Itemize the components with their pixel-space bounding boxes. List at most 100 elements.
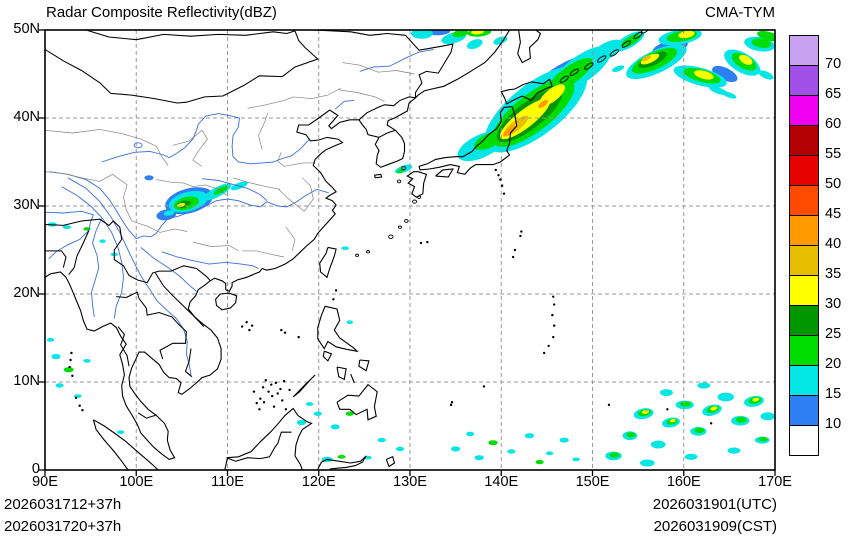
island-dot	[519, 234, 522, 238]
island-dot	[607, 403, 611, 407]
radar-echo	[535, 459, 544, 465]
radar-echo	[572, 457, 580, 462]
model-name: CMA-TYM	[705, 4, 775, 21]
island-dot	[551, 313, 554, 317]
radar-echo	[739, 54, 753, 65]
island-dot	[71, 374, 74, 378]
island-dot	[258, 408, 261, 411]
radar-echo	[640, 459, 655, 467]
radar-echo	[330, 424, 340, 430]
small-island-outline	[640, 30, 651, 34]
radar-echo	[694, 70, 714, 80]
radar-echo	[641, 55, 651, 62]
radar-echo	[589, 39, 623, 63]
radar-echo	[758, 70, 774, 80]
small-island-outline	[396, 179, 402, 184]
y-tick-label: 40N	[13, 109, 40, 125]
colorbar-tick-label: 55	[825, 146, 842, 162]
axis-ticks	[39, 29, 776, 476]
radar-echo	[684, 453, 698, 460]
radar-echo	[51, 353, 61, 360]
base-map	[45, 30, 713, 470]
colorbar-swatch	[789, 305, 819, 336]
colorbar-tick-label: 35	[825, 266, 842, 282]
colorbar-tick-label: 20	[825, 356, 842, 372]
x-tick-label: 110E	[211, 474, 244, 490]
radar-echo	[83, 359, 91, 363]
island-dot	[520, 230, 523, 233]
radar-echo	[55, 383, 64, 388]
radar-echo	[296, 419, 306, 426]
island-dot	[245, 320, 248, 324]
radar-echo	[474, 131, 503, 151]
island-dot	[281, 399, 284, 402]
radar-echo	[722, 91, 737, 99]
colorbar-swatch	[789, 335, 819, 366]
island-dot	[81, 408, 84, 412]
island-dot	[552, 335, 555, 339]
radar-echo	[62, 225, 71, 230]
radar-echo	[621, 34, 641, 48]
island-dot	[450, 401, 454, 404]
island-dot	[499, 178, 502, 181]
small-island-outline	[584, 62, 594, 70]
radar-echo	[710, 406, 718, 411]
radar-echo	[313, 411, 322, 416]
radar-echo	[644, 409, 649, 413]
colorbar-swatch	[789, 125, 819, 156]
radar-echo	[640, 53, 660, 65]
radar-echo	[559, 437, 569, 443]
radar-echo	[213, 185, 229, 195]
small-island-outline	[559, 75, 569, 83]
colorbar-tick-label: 10	[825, 416, 842, 432]
colorbar-swatch	[789, 245, 819, 276]
radar-echo	[678, 30, 695, 39]
radar-echo	[503, 125, 516, 137]
island-dot	[552, 303, 556, 306]
radar-echo	[63, 367, 74, 373]
radar-echo	[538, 99, 549, 109]
radar-echo	[524, 433, 535, 439]
radar-echo	[117, 430, 125, 435]
radar-echo	[712, 65, 738, 83]
radar-echo	[650, 440, 666, 449]
radar-echo	[46, 337, 55, 342]
island-dot	[297, 335, 300, 339]
small-island-outline	[404, 219, 409, 223]
radar-echo	[760, 412, 775, 421]
small-island-outline	[398, 225, 402, 229]
island-dot	[78, 404, 81, 407]
radar-echo	[758, 437, 768, 442]
radar-echo	[395, 446, 405, 452]
colorbar-tick-label: 60	[825, 116, 842, 132]
radar-echo	[626, 432, 636, 438]
island-dot	[709, 422, 713, 425]
island-dot	[288, 388, 291, 392]
radar-echo	[660, 389, 673, 397]
island-dot	[552, 295, 555, 298]
colorbar-swatch	[789, 185, 819, 216]
colorbar-swatch	[789, 65, 819, 96]
small-island-outline	[366, 250, 370, 254]
radar-echo	[609, 452, 620, 458]
radar-echo	[735, 416, 747, 423]
colorbar-swatch	[789, 155, 819, 186]
small-island-outline	[401, 166, 407, 171]
colorbar-swatch	[789, 275, 819, 306]
radar-echo	[727, 447, 741, 454]
island-dot	[248, 328, 251, 332]
colorbar-swatch	[789, 35, 819, 66]
y-tick-label: 20N	[13, 285, 40, 301]
island-dot	[332, 298, 335, 301]
island-dot	[74, 396, 78, 400]
lake-outline	[133, 142, 143, 149]
colorbar-tick-label: 50	[825, 176, 842, 192]
radar-echo	[751, 38, 772, 48]
island-dot	[250, 324, 254, 327]
colorbar-tick-label: 70	[825, 56, 842, 72]
x-tick-label: 120E	[301, 474, 336, 490]
island-dot	[259, 397, 262, 400]
island-dot	[270, 383, 273, 386]
colorbar-tick-label: 15	[825, 386, 842, 402]
